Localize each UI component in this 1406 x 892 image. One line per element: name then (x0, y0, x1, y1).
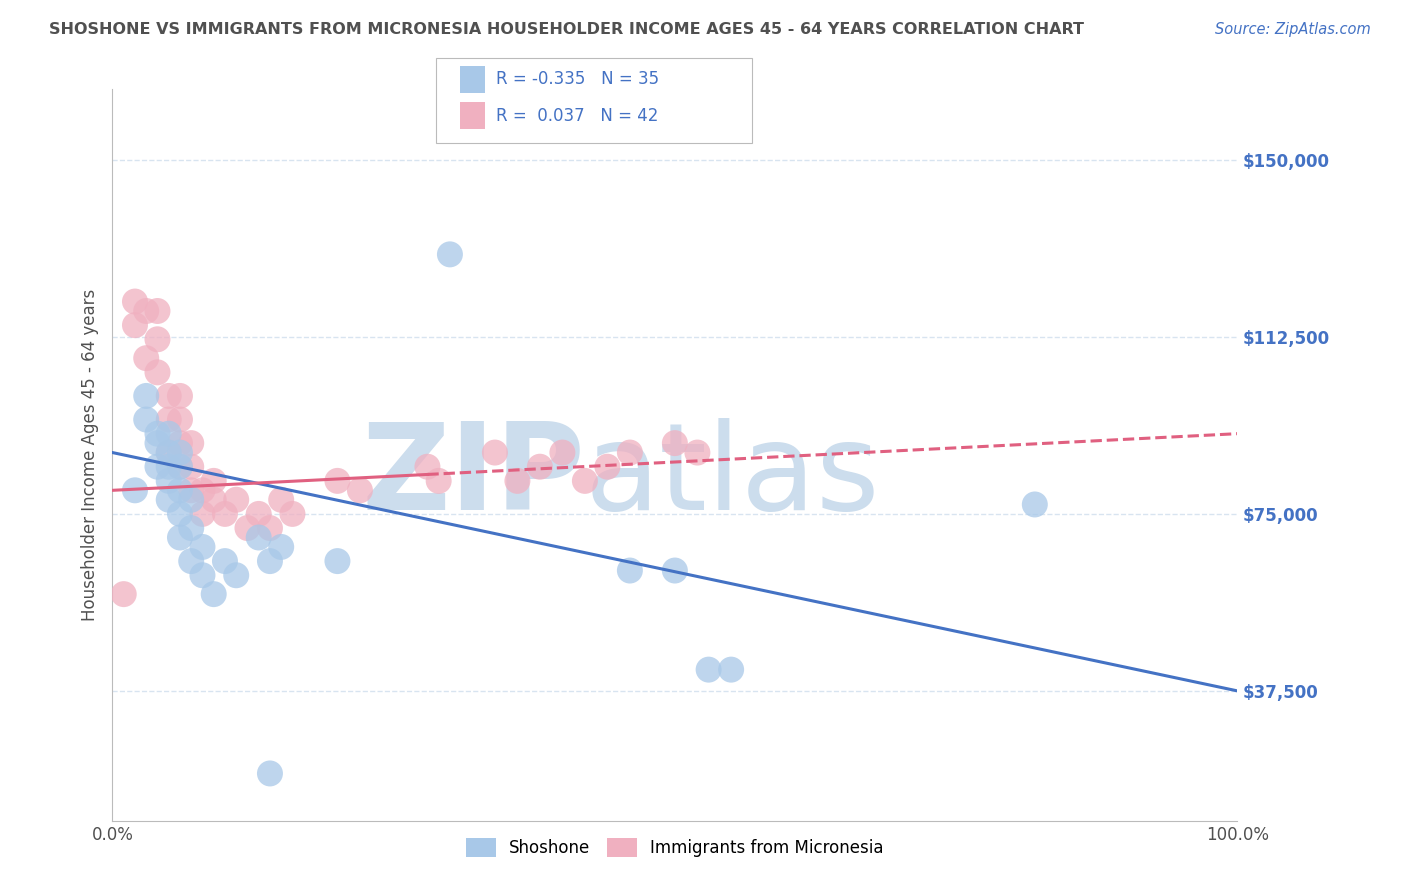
Point (720, 663, 742, 677)
Legend: Shoshone, Immigrants from Micronesia: Shoshone, Immigrants from Micronesia (460, 831, 890, 863)
Point (214, 554, 236, 568)
Point (214, 507, 236, 521)
Point (180, 554, 202, 568)
Point (270, 492, 292, 507)
Point (124, 483, 146, 498)
Point (157, 445, 180, 459)
Text: Source: ZipAtlas.com: Source: ZipAtlas.com (1215, 22, 1371, 37)
Point (236, 521, 259, 535)
Point (146, 436, 169, 450)
Point (529, 459, 551, 474)
Point (146, 365, 169, 379)
Point (270, 540, 292, 554)
Point (247, 531, 270, 545)
Point (180, 492, 202, 507)
Point (157, 492, 180, 507)
Point (697, 663, 720, 677)
Point (157, 459, 180, 474)
Point (157, 389, 180, 403)
Point (574, 474, 596, 488)
Point (619, 564, 641, 578)
Point (326, 474, 349, 488)
Point (202, 587, 225, 601)
Point (169, 412, 191, 426)
Point (349, 483, 371, 498)
Point (225, 568, 247, 582)
Point (191, 540, 214, 554)
Point (664, 564, 686, 578)
Y-axis label: Householder Income Ages 45 - 64 years: Householder Income Ages 45 - 64 years (80, 289, 98, 621)
Point (416, 459, 439, 474)
Point (281, 507, 304, 521)
Point (596, 459, 619, 474)
Point (1024, 498, 1046, 512)
Point (135, 389, 157, 403)
Text: R =  0.037   N = 42: R = 0.037 N = 42 (496, 107, 658, 125)
Point (169, 459, 191, 474)
Point (124, 294, 146, 309)
Point (135, 412, 157, 426)
Point (169, 445, 191, 459)
Point (157, 474, 180, 488)
Point (225, 492, 247, 507)
Point (146, 426, 169, 441)
Point (112, 587, 135, 601)
Point (427, 474, 450, 488)
Point (619, 445, 641, 459)
Point (259, 554, 281, 568)
Point (124, 318, 146, 333)
Point (157, 412, 180, 426)
Point (191, 483, 214, 498)
Point (169, 389, 191, 403)
Point (484, 445, 506, 459)
Point (135, 351, 157, 366)
Point (146, 304, 169, 318)
Point (506, 474, 529, 488)
Point (202, 474, 225, 488)
Point (180, 521, 202, 535)
Text: ZIP: ZIP (361, 418, 585, 535)
Point (247, 507, 270, 521)
Point (180, 483, 202, 498)
Text: SHOSHONE VS IMMIGRANTS FROM MICRONESIA HOUSEHOLDER INCOME AGES 45 - 64 YEARS COR: SHOSHONE VS IMMIGRANTS FROM MICRONESIA H… (49, 22, 1084, 37)
Point (135, 304, 157, 318)
Point (686, 445, 709, 459)
Point (180, 436, 202, 450)
Point (259, 766, 281, 780)
Point (169, 507, 191, 521)
Point (439, 247, 461, 261)
Point (169, 483, 191, 498)
Point (157, 445, 180, 459)
Point (551, 445, 574, 459)
Text: R = -0.335   N = 35: R = -0.335 N = 35 (496, 70, 659, 88)
Point (326, 554, 349, 568)
Point (180, 459, 202, 474)
Point (146, 332, 169, 346)
Text: atlas: atlas (585, 418, 880, 535)
Point (157, 426, 180, 441)
Point (169, 459, 191, 474)
Point (169, 436, 191, 450)
Point (191, 507, 214, 521)
Point (259, 521, 281, 535)
Point (664, 436, 686, 450)
Point (202, 492, 225, 507)
Point (146, 459, 169, 474)
Point (191, 568, 214, 582)
Point (169, 531, 191, 545)
